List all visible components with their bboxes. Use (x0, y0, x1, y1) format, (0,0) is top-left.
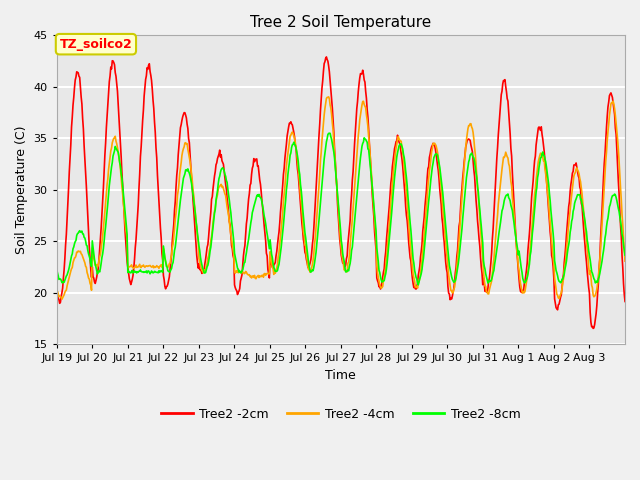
Tree2 -2cm (432, 151, 440, 156)
X-axis label: Time: Time (326, 369, 356, 382)
Line: Tree2 -4cm: Tree2 -4cm (57, 97, 625, 299)
Tree2 -8cm (274, 267, 282, 273)
Tree2 -8cm (433, 151, 441, 157)
Legend: Tree2 -2cm, Tree2 -4cm, Tree2 -8cm: Tree2 -2cm, Tree2 -4cm, Tree2 -8cm (156, 403, 525, 426)
Title: Tree 2 Soil Temperature: Tree 2 Soil Temperature (250, 15, 431, 30)
Tree2 -2cm (120, 197, 127, 203)
Tree2 -4cm (433, 146, 441, 152)
Tree2 -4cm (275, 253, 282, 259)
Tree2 -4cm (120, 207, 128, 213)
Tree2 -2cm (274, 242, 282, 248)
Y-axis label: Soil Temperature (C): Soil Temperature (C) (15, 125, 28, 254)
Line: Tree2 -8cm: Tree2 -8cm (57, 133, 625, 285)
Tree2 -2cm (401, 182, 408, 188)
Tree2 -2cm (621, 299, 629, 304)
Tree2 -2cm (252, 156, 260, 162)
Tree2 -8cm (401, 155, 408, 160)
Tree2 -8cm (326, 131, 333, 136)
Tree2 -4cm (324, 94, 332, 100)
Tree2 -4cm (58, 296, 66, 302)
Tree2 -8cm (120, 192, 127, 198)
Tree2 -4cm (225, 213, 232, 218)
Tree2 -8cm (53, 266, 61, 272)
Tree2 -2cm (53, 284, 61, 289)
Tree2 -2cm (323, 54, 330, 60)
Tree2 -8cm (415, 282, 422, 288)
Line: Tree2 -2cm: Tree2 -2cm (57, 57, 625, 328)
Tree2 -2cm (589, 325, 597, 331)
Tree2 -8cm (224, 187, 232, 192)
Tree2 -4cm (621, 258, 629, 264)
Tree2 -4cm (253, 274, 260, 280)
Tree2 -8cm (621, 252, 629, 258)
Tree2 -4cm (53, 289, 61, 295)
Tree2 -2cm (224, 202, 232, 208)
Tree2 -8cm (252, 196, 260, 202)
Tree2 -4cm (401, 172, 409, 178)
Text: TZ_soilco2: TZ_soilco2 (60, 38, 132, 51)
